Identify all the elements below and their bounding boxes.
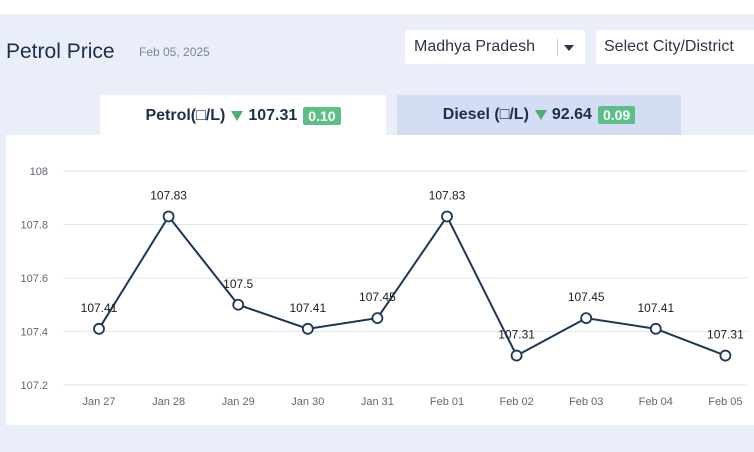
data-point: [441, 210, 453, 223]
data-label: 107.5: [223, 277, 253, 291]
x-tick-label: Feb 04: [639, 396, 673, 408]
chart-container: 107.2 107.4 107.6 107.8 108 Jan 27 Jan 28 Jan 2…: [6, 135, 754, 425]
tab-diesel[interactable]: Diesel (□/L) 92.64 0.09: [397, 95, 681, 135]
city-select-placeholder: Select City/District: [604, 38, 734, 55]
y-tick-label: 107.2: [20, 380, 48, 392]
price-line-chart: 107.2 107.4 107.6 107.8 108 Jan 27 Jan 28 Jan 2…: [20, 166, 748, 408]
tab-petrol-change-badge: 0.10: [303, 107, 341, 125]
chevron-down-icon[interactable]: [564, 45, 574, 51]
data-point: [580, 312, 593, 325]
series-line: [98, 214, 726, 357]
city-select[interactable]: Select City/District: [596, 30, 754, 64]
x-tick-label: Jan 27: [82, 396, 115, 408]
y-tick-label: 107.6: [20, 273, 48, 285]
top-strip: [0, 0, 754, 14]
y-tick-label: 107.4: [20, 327, 48, 339]
state-select[interactable]: Madhya Pradesh: [405, 30, 585, 64]
data-point: [301, 322, 314, 335]
down-arrow-icon: [231, 111, 244, 121]
tab-diesel-label: Diesel (□/L): [442, 106, 529, 123]
data-label: 107.45: [359, 290, 396, 304]
data-point: [162, 210, 175, 223]
x-tick-label: Jan 28: [152, 396, 185, 408]
data-label: 107.41: [81, 301, 118, 315]
data-label: 107.31: [498, 328, 535, 342]
tab-petrol[interactable]: Petrol(□/L) 107.31 0.10: [100, 95, 386, 137]
state-select-value: Madhya Pradesh: [414, 38, 535, 55]
x-tick-label: Jan 29: [222, 396, 255, 408]
x-tick-label: Feb 02: [499, 396, 533, 408]
data-point: [371, 312, 384, 325]
data-label: 107.83: [150, 188, 187, 202]
x-tick-label: Jan 30: [291, 396, 324, 408]
data-label: 107.31: [707, 328, 744, 342]
y-tick-label: 107.8: [20, 220, 48, 232]
tab-diesel-change-badge: 0.09: [597, 106, 636, 124]
data-point: [510, 349, 523, 362]
data-label: 107.41: [637, 301, 674, 315]
x-tick-label: Feb 01: [430, 396, 464, 408]
tab-diesel-price: 92.64: [551, 106, 592, 123]
data-label: 107.41: [289, 301, 326, 315]
page-date: Feb 05, 2025: [139, 45, 210, 59]
data-point: [232, 298, 245, 311]
data-point: [649, 322, 662, 335]
x-tick-label: Feb 03: [569, 396, 603, 408]
data-label: 107.45: [568, 290, 605, 304]
data-point: [719, 349, 732, 362]
tab-petrol-label: Petrol(□/L): [145, 107, 226, 124]
data-label: 107.83: [429, 188, 466, 202]
down-arrow-icon: [534, 110, 547, 120]
data-point: [93, 322, 105, 335]
y-tick-label: 108: [30, 166, 48, 178]
page-title: Petrol Price: [6, 40, 115, 63]
select-separator: [557, 39, 558, 56]
x-tick-label: Feb 05: [708, 396, 742, 408]
tab-petrol-price: 107.31: [248, 107, 298, 124]
x-tick-label: Jan 31: [361, 396, 394, 408]
